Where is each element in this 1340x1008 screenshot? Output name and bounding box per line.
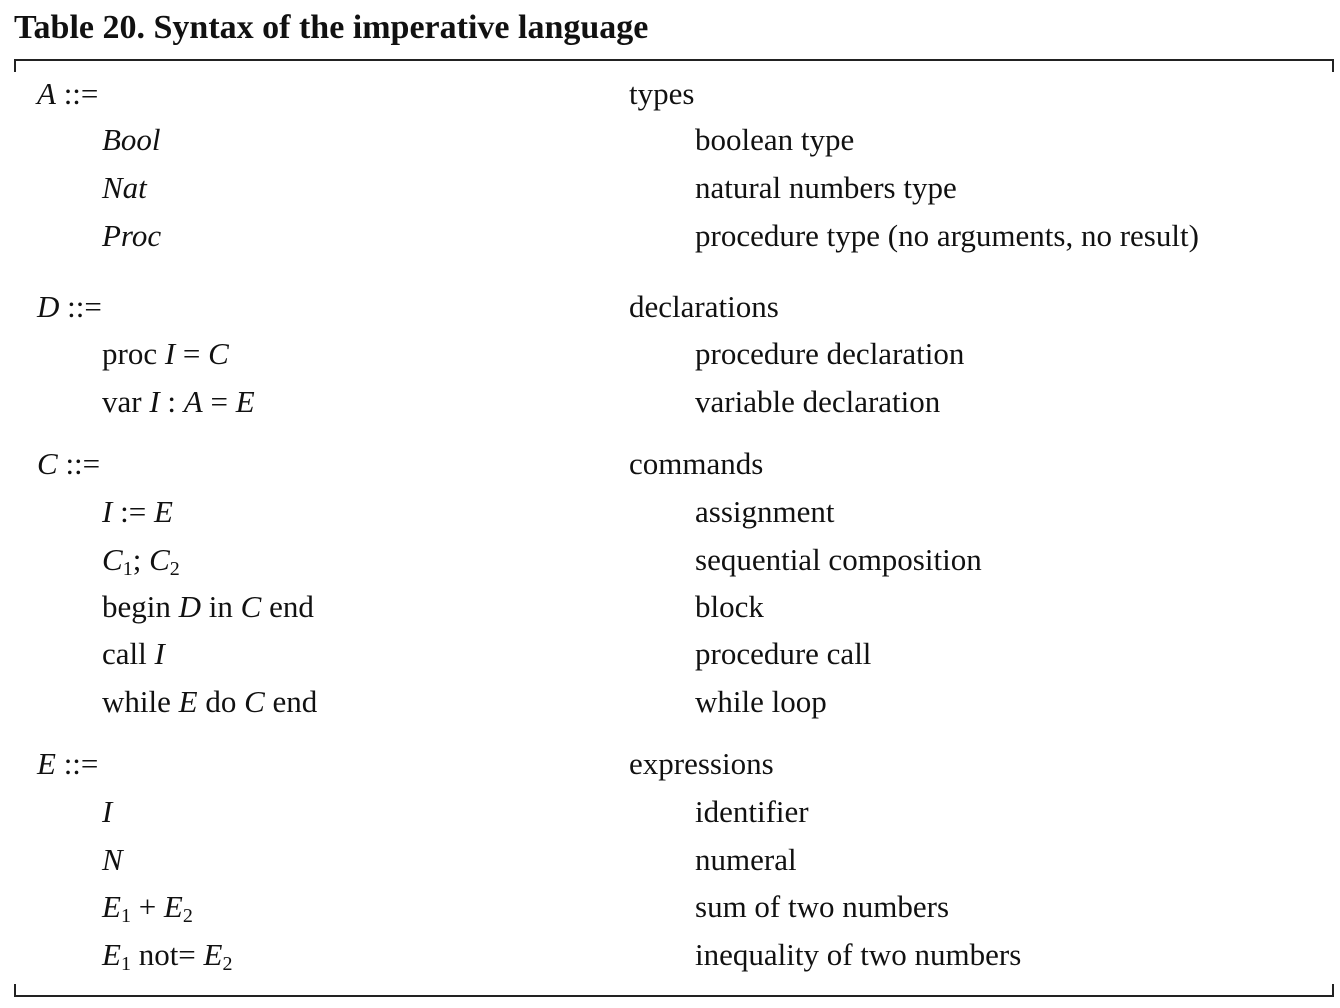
production-assignment: I := E — [102, 494, 173, 529]
description-inequality: inequality of two numbers — [695, 937, 1022, 972]
production-block: begin D in C end — [102, 589, 314, 624]
production-proc: Proc — [102, 218, 162, 253]
grammar-head-types: A ::= — [37, 76, 99, 111]
bottom-left-tick — [14, 984, 16, 997]
top-rule — [14, 59, 1334, 61]
grammar-head-commands: C ::= — [37, 446, 101, 481]
description-call: procedure call — [695, 636, 872, 671]
top-left-tick — [14, 59, 16, 72]
table-title: Table 20. Syntax of the imperative langu… — [14, 9, 649, 46]
category-commands: commands — [629, 446, 764, 481]
description-assignment: assignment — [695, 494, 835, 529]
category-declarations: declarations — [629, 289, 779, 324]
description-proc: procedure type (no arguments, no result) — [695, 218, 1199, 253]
bottom-right-tick — [1332, 984, 1334, 997]
description-numeral: numeral — [695, 842, 797, 877]
description-block: block — [695, 589, 764, 624]
description-sum: sum of two numbers — [695, 889, 950, 924]
production-sequential: C1; C2 — [102, 542, 180, 580]
description-identifier: identifier — [695, 794, 809, 829]
production-bool: Bool — [102, 122, 161, 157]
description-var-decl: variable declaration — [695, 384, 941, 419]
description-nat: natural numbers type — [695, 170, 957, 205]
description-sequential: sequential composition — [695, 542, 982, 577]
production-var-decl: var I : A = E — [102, 384, 255, 419]
top-right-tick — [1332, 59, 1334, 72]
production-sum: E1 + E2 — [102, 889, 193, 927]
production-identifier: I — [102, 794, 113, 829]
description-bool: boolean type — [695, 122, 855, 157]
production-inequality: E1 not= E2 — [102, 937, 233, 975]
grammar-head-expressions: E ::= — [37, 746, 99, 781]
production-nat: Nat — [102, 170, 147, 205]
bottom-rule — [14, 995, 1334, 997]
production-call: call I — [102, 636, 165, 671]
production-while: while E do C end — [102, 684, 318, 719]
grammar-head-declarations: D ::= — [37, 289, 102, 324]
description-while: while loop — [695, 684, 827, 719]
category-expressions: expressions — [629, 746, 774, 781]
category-types: types — [629, 76, 695, 111]
production-numeral: N — [102, 842, 123, 877]
description-proc-decl: procedure declaration — [695, 336, 965, 371]
production-proc-decl: proc I = C — [102, 336, 229, 371]
